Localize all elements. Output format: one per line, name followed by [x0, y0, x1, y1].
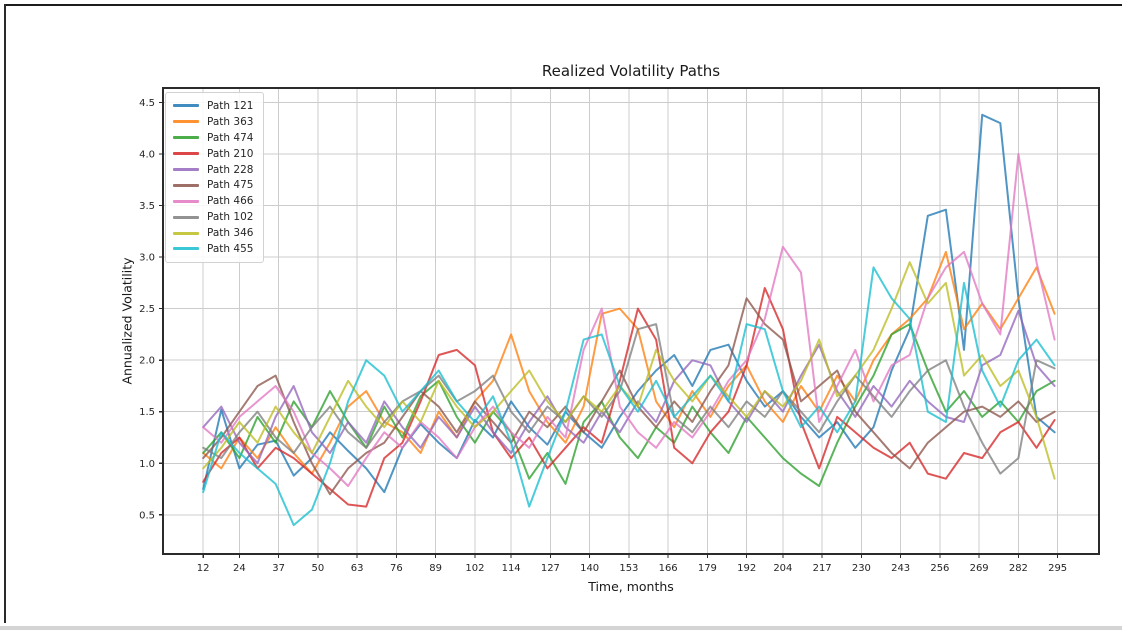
x-tick-label: 114	[502, 563, 521, 574]
legend-label: Path 121	[207, 99, 254, 112]
x-tick-label: 24	[233, 563, 246, 574]
y-tick-label: 0.5	[139, 510, 155, 521]
y-tick-label: 2.0	[139, 356, 155, 367]
legend-item: Path 346	[173, 225, 253, 241]
legend-label: Path 102	[207, 211, 254, 224]
legend-label: Path 363	[207, 115, 254, 128]
legend-line-swatch	[173, 168, 199, 171]
x-tick-label: 217	[813, 563, 832, 574]
legend-item: Path 455	[173, 241, 253, 257]
series-line-path-475	[202, 297, 1056, 496]
x-tick-label: 37	[272, 563, 285, 574]
legend-line-swatch	[173, 104, 199, 108]
series-line-path-121	[202, 113, 1056, 494]
legend-label: Path 474	[207, 131, 254, 144]
y-tick-label: 4.0	[139, 149, 155, 160]
x-tick-label: 243	[891, 563, 910, 574]
x-tick-label: 204	[773, 563, 792, 574]
legend-item: Path 466	[173, 193, 253, 209]
series-line-path-346	[202, 261, 1056, 480]
y-axis-label: Annualized Volatility	[119, 257, 135, 385]
legend-item: Path 363	[173, 114, 253, 130]
x-tick-label: 127	[541, 563, 560, 574]
y-tick-label: 1.5	[139, 407, 155, 418]
chart-title: Realized Volatility Paths	[541, 62, 721, 80]
x-tick-label: 166	[659, 563, 678, 574]
x-tick-label: 282	[1009, 563, 1028, 574]
legend-label: Path 210	[207, 147, 254, 160]
x-tick-label: 63	[351, 563, 364, 574]
x-tick-label: 269	[970, 563, 989, 574]
legend-line-swatch	[173, 120, 199, 124]
x-tick-label: 140	[580, 563, 599, 574]
legend-line-swatch	[173, 183, 199, 187]
window-frame-top-border	[4, 4, 1122, 6]
legend-item: Path 121	[173, 98, 253, 114]
x-tick-label: 153	[619, 563, 638, 574]
x-tick-label: 102	[465, 563, 484, 574]
legend-label: Path 346	[207, 227, 254, 240]
legend: Path 121 Path 363 Path 474 Path 210 Path 228…	[165, 92, 265, 263]
legend-line-swatch	[173, 247, 199, 251]
x-tick-label: 76	[390, 563, 403, 574]
series-line-path-210	[202, 287, 1056, 508]
legend-line-swatch	[173, 231, 199, 235]
x-tick-label: 12	[197, 563, 210, 574]
y-tick-label: 3.0	[139, 253, 155, 264]
legend-label: Path 466	[207, 195, 254, 208]
legend-item: Path 474	[173, 130, 253, 146]
legend-item: Path 475	[173, 177, 253, 193]
series-line-path-455	[202, 266, 1056, 527]
series-line-path-466	[202, 153, 1056, 487]
x-tick-label: 192	[737, 563, 756, 574]
legend-line-swatch	[173, 215, 199, 219]
legend-line-swatch	[173, 136, 199, 140]
legend-item: Path 228	[173, 162, 253, 178]
x-tick-label: 256	[930, 563, 949, 574]
axes-box	[162, 87, 1100, 555]
x-tick-label: 89	[429, 563, 442, 574]
y-tick-label: 3.5	[139, 201, 155, 212]
legend-label: Path 455	[207, 242, 254, 255]
bottom-scrollbar-strip	[0, 626, 1122, 630]
x-tick-label: 50	[312, 563, 325, 574]
x-tick-label: 295	[1048, 563, 1067, 574]
legend-label: Path 228	[207, 163, 254, 176]
x-axis-label: Time, months	[588, 579, 674, 594]
legend-line-swatch	[173, 199, 199, 203]
x-tick-label: 230	[852, 563, 871, 574]
y-tick-label: 4.5	[139, 98, 155, 109]
legend-line-swatch	[173, 152, 199, 156]
y-tick-label: 2.5	[139, 304, 155, 315]
legend-item: Path 210	[173, 146, 253, 162]
x-tick-label: 179	[698, 563, 717, 574]
legend-item: Path 102	[173, 209, 253, 225]
legend-label: Path 475	[207, 179, 254, 192]
window-frame-left-border	[4, 4, 6, 623]
y-tick-label: 1.0	[139, 459, 155, 470]
series-line-path-102	[202, 323, 1056, 475]
